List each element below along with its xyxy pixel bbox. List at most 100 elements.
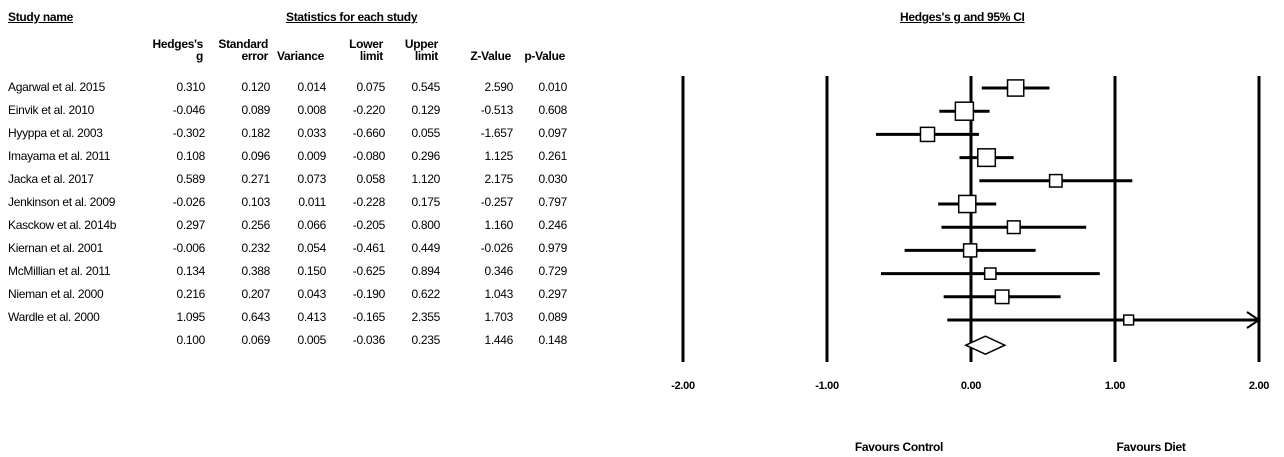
study-name: McMillian et al. 2011 [8,264,111,278]
summary-diamond [964,335,1007,356]
study-name: Hyyppa et al. 2003 [8,126,103,140]
table-cell-g: 0.100 [176,333,205,347]
table-cell-g: 0.310 [176,80,205,94]
table-cell-g: 0.134 [176,264,205,278]
table-cell-se: 0.256 [241,218,270,232]
x-tick-label: 2.00 [1248,380,1270,392]
table-cell-z: 1.043 [484,287,513,301]
effect-square [1006,220,1021,235]
table-cell-z: -0.026 [480,241,514,255]
table-cell-se: 0.096 [241,149,270,163]
study-name: Kasckow et al. 2014b [8,218,117,232]
study-name-header: Study name [8,10,74,24]
table-cell-g: -0.006 [172,241,206,255]
x-tick-label: 0.00 [960,380,982,392]
column-header: p-Value [524,49,565,63]
table-cell-var: 0.413 [297,310,326,324]
study-name: Kiernan et al. 2001 [8,241,104,255]
table-cell-ll: -0.036 [352,333,386,347]
table-cell-g: -0.026 [172,195,206,209]
table-cell-ul: 0.622 [411,287,440,301]
study-name: Jenkinson et al. 2009 [8,195,116,209]
table-cell-p: 0.089 [538,310,567,324]
study-name: Imayama et al. 2011 [8,149,111,163]
table-cell-se: 0.643 [241,310,270,324]
table-cell-ul: 0.800 [411,218,440,232]
table-cell-ll: -0.461 [352,241,386,255]
effect-square [977,148,997,168]
column-header: Lower limit [349,37,383,63]
table-cell-se: 0.120 [241,80,270,94]
table-cell-ll: 0.058 [356,172,385,186]
table-cell-ll: -0.080 [352,149,386,163]
effect-square [957,194,977,214]
table-cell-p: 0.010 [538,80,567,94]
table-cell-ul: 1.120 [411,172,440,186]
table-cell-p: 0.097 [538,126,567,140]
table-cell-z: 2.590 [484,80,513,94]
table-cell-var: 0.073 [297,172,326,186]
table-cell-z: -0.513 [480,103,514,117]
effect-square [919,126,936,143]
table-cell-ll: -0.205 [352,218,386,232]
table-cell-p: 0.797 [538,195,567,209]
table-cell-g: -0.302 [172,126,206,140]
table-cell-p: 0.030 [538,172,567,186]
table-cell-p: 0.246 [538,218,567,232]
table-cell-g: 0.216 [176,287,205,301]
table-cell-p: 0.297 [538,287,567,301]
favours-diet-label: Favours Diet [1116,440,1186,454]
table-cell-var: 0.054 [297,241,326,255]
study-name: Jacka et al. 2017 [8,172,94,186]
table-cell-p: 0.608 [538,103,567,117]
column-header: Z-Value [470,49,511,63]
table-cell-z: 1.160 [484,218,513,232]
table-cell-z: -1.657 [480,126,514,140]
table-cell-var: 0.011 [298,195,326,209]
table-cell-se: 0.182 [241,126,270,140]
table-cell-se: 0.388 [241,264,270,278]
study-name: Wardle et al. 2000 [8,310,100,324]
table-cell-g: 0.108 [176,149,205,163]
column-header: Standard error [218,37,268,63]
table-cell-se: 0.271 [241,172,270,186]
effect-square [994,289,1010,305]
table-cell-g: -0.046 [172,103,206,117]
table-cell-ul: 0.449 [411,241,440,255]
study-name: Einvik et al. 2010 [8,103,94,117]
column-header: Hedges's g [152,37,204,63]
table-cell-p: 0.148 [538,333,567,347]
forest-title: Hedges's g and 95% CI [900,10,1025,24]
effect-square [1006,79,1025,97]
effect-square [954,101,975,121]
table-cell-ll: -0.165 [352,310,386,324]
table-cell-p: 0.261 [538,149,567,163]
study-name: Agarwal et al. 2015 [8,80,106,94]
table-cell-ll: -0.625 [352,264,386,278]
table-cell-z: 1.703 [484,310,513,324]
table-cell-ll: -0.660 [352,126,386,140]
table-cell-z: 0.346 [484,264,513,278]
table-cell-z: 1.446 [484,333,513,347]
table-cell-var: 0.066 [297,218,326,232]
study-name: Nieman et al. 2000 [8,287,104,301]
table-cell-ul: 0.545 [411,80,440,94]
x-tick-label: 1.00 [1104,380,1126,392]
table-cell-ul: 0.296 [411,149,440,163]
table-cell-z: 1.125 [484,149,513,163]
table-cell-ul: 2.355 [411,310,440,324]
table-cell-p: 0.979 [538,241,567,255]
table-cell-ul: 0.055 [411,126,440,140]
table-cell-se: 0.069 [241,333,270,347]
table-cell-var: 0.014 [297,80,326,94]
table-cell-ul: 0.129 [411,103,440,117]
table-cell-ll: -0.190 [352,287,386,301]
table-cell-se: 0.089 [241,103,270,117]
table-cell-g: 0.589 [176,172,205,186]
table-cell-var: 0.043 [297,287,326,301]
x-tick-label: -2.00 [671,380,695,392]
table-cell-var: 0.150 [297,264,326,278]
table-cell-ll: -0.220 [352,103,386,117]
table-cell-se: 0.207 [241,287,270,301]
